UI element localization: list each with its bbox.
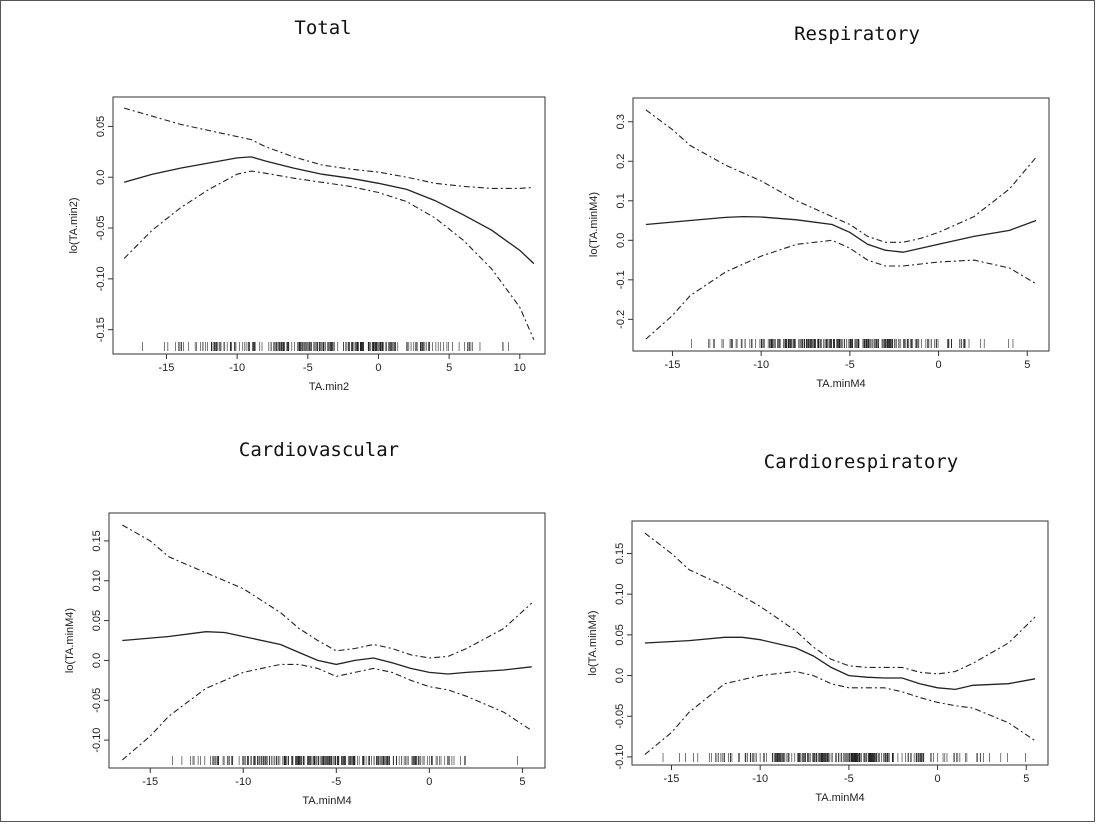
respiratory-x-tick-label: -10 xyxy=(753,359,769,371)
respiratory-x-tick-label: -5 xyxy=(845,359,855,371)
total-y-tick-label: -0.05 xyxy=(95,216,107,241)
cardiovascular-upper-band-line xyxy=(122,524,533,659)
total-estimate-line xyxy=(123,156,535,265)
total-x-tick-label: 10 xyxy=(514,362,526,374)
cardiovascular-x-tick-label: -10 xyxy=(235,776,251,788)
cardiovascular-y-axis-label: lo(TA.minM4) xyxy=(64,608,76,673)
cardiovascular-x-tick-label: -5 xyxy=(331,776,341,788)
panel-title-cardiovascular: Cardiovascular xyxy=(238,439,400,461)
total-x-tick-label: -5 xyxy=(303,362,313,374)
panel-title-total: Total xyxy=(294,17,352,39)
cardiovascular-y-tick-label: 0.15 xyxy=(91,530,103,551)
cardiorespiratory-x-tick-label: -5 xyxy=(844,773,854,785)
respiratory-x-tick-label: 5 xyxy=(1024,359,1030,371)
total-plot-frame xyxy=(112,96,546,355)
total-x-tick-label: -10 xyxy=(229,362,245,374)
total-x-axis-label: TA.min2 xyxy=(309,381,349,393)
total-x-tick-label: 5 xyxy=(446,362,452,374)
cardiovascular-y-tick-label: -0.10 xyxy=(91,728,103,753)
cardiorespiratory-y-tick-label: -0.10 xyxy=(614,744,626,769)
cardiovascular-y-tick-label: -0.05 xyxy=(91,688,103,713)
respiratory-y-tick-label: -0.1 xyxy=(615,270,627,289)
respiratory-y-tick-label: 0.1 xyxy=(615,193,627,208)
total-upper-band-line xyxy=(123,107,534,189)
cardiorespiratory-x-axis-label: TA.minM4 xyxy=(815,792,864,804)
cardiovascular-x-tick-label: 5 xyxy=(519,776,525,788)
cardiorespiratory-y-tick-label: 0.05 xyxy=(614,624,626,645)
total-lower-band-line xyxy=(123,170,535,341)
total-x-tick-label: -15 xyxy=(159,362,175,374)
respiratory-x-tick-label: 0 xyxy=(936,359,942,371)
cardiorespiratory-plot-frame xyxy=(631,520,1049,766)
respiratory-y-tick-label: 0.0 xyxy=(615,233,627,248)
cardiorespiratory-estimate-line xyxy=(644,636,1036,691)
cardiovascular-y-tick-label: 0.0 xyxy=(91,653,103,668)
cardiovascular-plot-frame xyxy=(108,512,546,769)
cardiovascular-y-tick-label: 0.05 xyxy=(91,610,103,631)
cardiorespiratory-y-tick-label: 0.10 xyxy=(614,583,626,604)
cardiorespiratory-upper-band-line xyxy=(644,532,1036,675)
cardiorespiratory-x-tick-label: -15 xyxy=(664,773,680,785)
respiratory-plot-frame xyxy=(632,97,1050,352)
cardiorespiratory-y-axis-label: lo(TA.minM4) xyxy=(587,610,599,675)
respiratory-upper-band-line xyxy=(645,109,1037,243)
respiratory-estimate-line xyxy=(645,215,1037,253)
cardiorespiratory-y-tick-label: -0.05 xyxy=(614,704,626,729)
total-y-tick-label: 0.0 xyxy=(95,170,107,185)
cardiovascular-y-tick-label: 0.10 xyxy=(91,570,103,591)
cardiorespiratory-y-tick-label: 0.0 xyxy=(614,668,626,683)
respiratory-lower-band-line xyxy=(645,239,1037,340)
panel-title-respiratory: Respiratory xyxy=(794,23,920,45)
cardiovascular-x-tick-label: -15 xyxy=(142,776,158,788)
cardiovascular-estimate-line xyxy=(122,631,532,675)
cardiovascular-x-axis-label: TA.minM4 xyxy=(302,795,351,807)
cardiorespiratory-lower-band-line xyxy=(644,670,1036,755)
respiratory-y-axis-label: lo(TA.minM4) xyxy=(588,192,600,257)
cardiorespiratory-x-tick-label: 5 xyxy=(1023,773,1029,785)
total-y-axis-label: lo(TA.min2) xyxy=(68,197,80,253)
total-y-tick-label: 0.05 xyxy=(95,116,107,137)
total-x-tick-label: 0 xyxy=(375,362,381,374)
respiratory-y-tick-label: -0.2 xyxy=(615,310,627,329)
respiratory-x-tick-label: -15 xyxy=(665,359,681,371)
cardiorespiratory-x-tick-label: 0 xyxy=(935,773,941,785)
cardiovascular-lower-band-line xyxy=(121,663,533,761)
cardiorespiratory-x-tick-label: -10 xyxy=(752,773,768,785)
total-y-tick-label: -0.15 xyxy=(95,317,107,342)
total-y-tick-label: -0.10 xyxy=(95,266,107,291)
respiratory-x-axis-label: TA.minM4 xyxy=(816,378,865,390)
cardiorespiratory-y-tick-label: 0.15 xyxy=(614,543,626,564)
respiratory-y-tick-label: 0.3 xyxy=(615,114,627,129)
respiratory-y-tick-label: 0.2 xyxy=(615,154,627,169)
panel-title-cardiorespiratory: Cardiorespiratory xyxy=(763,451,959,473)
cardiovascular-x-tick-label: 0 xyxy=(426,776,432,788)
